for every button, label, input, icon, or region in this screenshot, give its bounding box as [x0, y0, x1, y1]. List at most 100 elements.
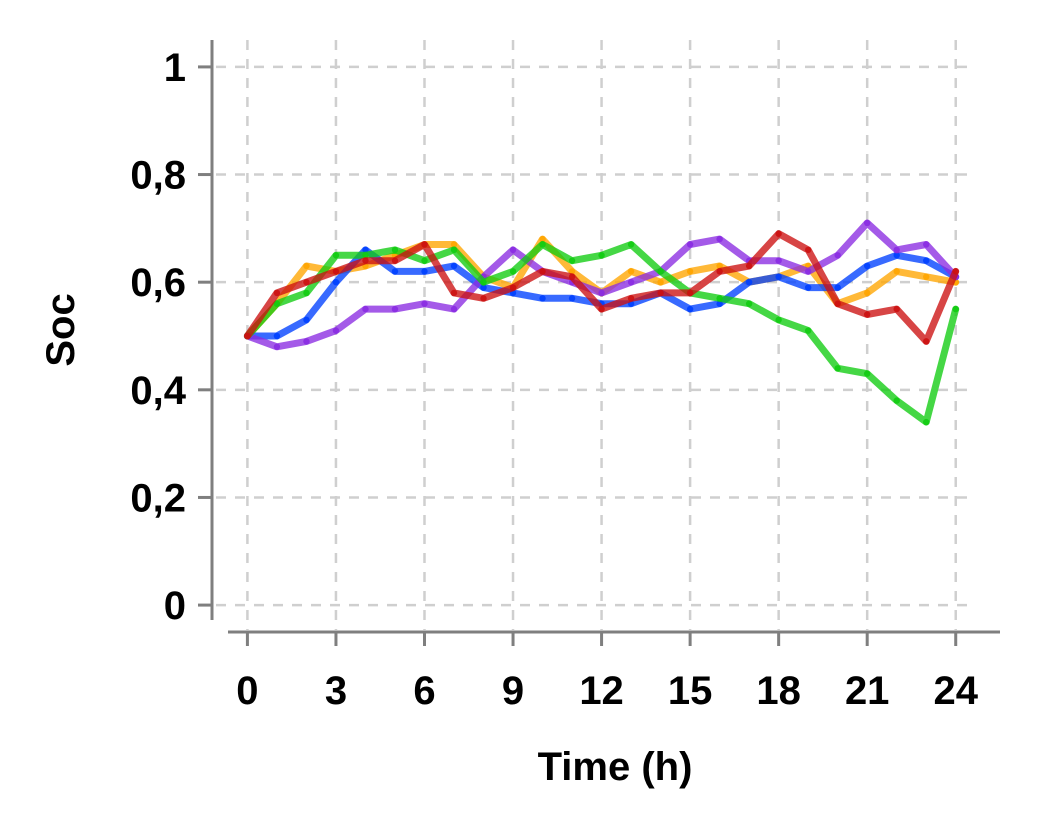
series-4-point-14: [657, 289, 664, 297]
series-2-point-16: [716, 235, 723, 243]
series-2-point-18: [775, 257, 782, 264]
series-4-point-4: [362, 257, 369, 264]
series-3-point-6: [421, 257, 428, 264]
series-1-point-21: [863, 262, 871, 270]
series-3-point-7: [450, 246, 458, 254]
x-tick-label-0: 0: [236, 669, 258, 713]
x-axis-title: Time (h): [538, 745, 693, 789]
series-4-point-1: [273, 289, 281, 297]
y-axis-title: Soc: [39, 293, 83, 366]
series-1-point-15: [686, 305, 694, 313]
series-2-point-6: [421, 300, 428, 307]
series-3-point-24: [952, 305, 959, 313]
series-3-point-23: [923, 418, 930, 426]
x-tick-label-7: 21: [845, 669, 890, 713]
series-2-point-13: [627, 278, 635, 286]
series-3-point-20: [834, 365, 841, 372]
series-3-point-13: [627, 241, 635, 248]
series-4-point-9: [509, 284, 517, 291]
series-4-point-16: [716, 268, 723, 275]
series-1-point-10: [539, 295, 546, 302]
series-1-point-20: [834, 284, 841, 291]
series-3-point-16: [716, 295, 723, 302]
series-3-point-18: [775, 316, 782, 324]
series-4-point-8: [480, 295, 487, 302]
series-2-point-7: [450, 305, 458, 313]
x-tick-label-3: 9: [502, 669, 524, 713]
series-4-point-3: [332, 268, 340, 275]
series-3-point-3: [332, 252, 340, 259]
series-2-point-2: [303, 338, 310, 345]
series-3-point-19: [804, 327, 812, 334]
series-3-point-11: [568, 257, 576, 264]
series-4-point-22: [893, 305, 900, 313]
series: [243, 219, 960, 426]
y-tick-label-0: 0: [164, 584, 186, 628]
series-2-point-15: [686, 241, 694, 248]
series-0-point-7: [450, 241, 458, 248]
x-tick-label-5: 15: [668, 669, 713, 713]
series-2-point-5: [391, 305, 399, 313]
axes: [198, 40, 1000, 646]
series-4-point-5: [391, 257, 399, 264]
series-2-point-22: [893, 246, 900, 254]
series-0-point-10: [539, 235, 546, 243]
y-tick-label-3: 0,6: [130, 261, 186, 305]
series-0-point-22: [893, 268, 900, 275]
series-3-point-12: [598, 252, 605, 259]
series-3-point-21: [863, 370, 871, 377]
series-3-point-1: [273, 300, 281, 307]
series-0-point-15: [686, 268, 694, 275]
series-4-point-6: [421, 241, 428, 248]
y-tick-label-4: 0,8: [130, 154, 186, 198]
series-4-point-11: [568, 273, 576, 280]
series-4-point-18: [775, 230, 782, 237]
series-4-point-15: [686, 289, 694, 297]
grid: [216, 40, 972, 630]
series-1-point-5: [391, 268, 399, 275]
series-1-point-23: [923, 257, 930, 264]
series-4-point-23: [923, 338, 930, 345]
series-4-point-10: [539, 268, 546, 275]
x-tick-label-2: 6: [413, 669, 435, 713]
y-tick-label-2: 0,4: [130, 369, 186, 413]
series-0-point-13: [627, 268, 635, 275]
series-3-point-9: [509, 268, 517, 275]
series-2-point-12: [598, 289, 605, 297]
series-2-point-20: [834, 252, 841, 259]
series-4-point-13: [627, 295, 635, 302]
series-2-point-9: [509, 246, 517, 254]
series-3-point-5: [391, 246, 399, 254]
series-1-point-17: [745, 278, 753, 286]
series-1-point-22: [893, 252, 900, 259]
x-tick-label-8: 24: [933, 669, 978, 713]
series-4-point-17: [745, 262, 753, 270]
series-3-point-2: [303, 289, 310, 297]
series-0-point-2: [303, 262, 310, 270]
series-2-point-3: [332, 327, 340, 334]
series-1-point-18: [775, 273, 782, 280]
y-tick-label-1: 0,2: [130, 476, 186, 520]
x-tick-label-1: 3: [325, 669, 347, 713]
series-3-point-4: [362, 252, 369, 259]
series-4-point-21: [863, 311, 871, 318]
tick-labels: 0 0,2 0,4 0,6 0,8 1 0 3 6 9 12 15 18 21 24: [130, 46, 978, 713]
x-tick-label-6: 18: [756, 669, 801, 713]
series-2-point-21: [863, 219, 871, 227]
series-1-point-8: [480, 284, 487, 291]
series-4-point-19: [804, 246, 812, 254]
series-1-point-1: [273, 332, 281, 340]
series-4-point-12: [598, 305, 605, 313]
y-tick-label-5: 1: [164, 46, 186, 90]
series-4-point-20: [834, 300, 841, 307]
series-0-point-14: [657, 278, 664, 286]
series-1-point-7: [450, 262, 458, 270]
series-4-point-24: [952, 268, 959, 275]
series-4-point-0: [244, 332, 251, 340]
series-1-point-3: [332, 278, 340, 286]
series-1-point-19: [804, 284, 812, 291]
series-3-point-22: [893, 397, 900, 404]
series-2-point-19: [804, 268, 812, 275]
series-1-point-11: [568, 295, 576, 302]
